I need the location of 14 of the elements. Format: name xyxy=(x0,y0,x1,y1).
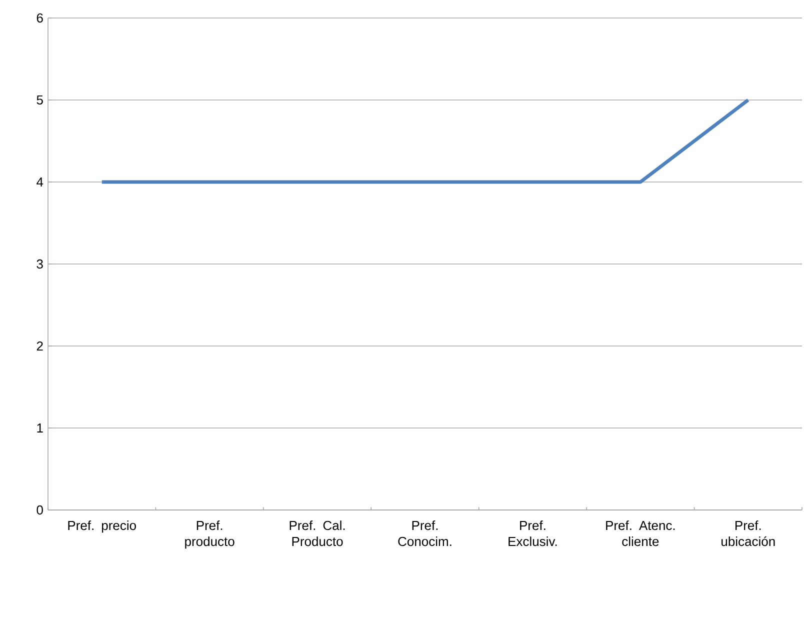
y-tick-label: 5 xyxy=(36,95,43,105)
x-tick-label: Pref. producto xyxy=(185,520,234,549)
y-tick-label: 4 xyxy=(36,178,44,186)
x-tick-label: Pref. Exclusiv. xyxy=(508,520,557,546)
x-tick-label: Pref. Conocim. xyxy=(398,520,452,546)
y-tick-label: 6 xyxy=(36,13,43,23)
y-tick-label: 3 xyxy=(36,259,43,269)
x-tick-label: Pref. precio xyxy=(68,520,136,533)
x-tick-label: Pref. Cal. Producto xyxy=(290,520,345,546)
y-tick-label: 0 xyxy=(36,505,43,515)
y-tick-label: 2 xyxy=(36,341,43,351)
x-tick-label: Pref. Atenc. cliente xyxy=(606,520,675,546)
y-tick-label: 1 xyxy=(37,424,43,432)
x-tick-label: Pref. ubicación xyxy=(722,520,775,546)
